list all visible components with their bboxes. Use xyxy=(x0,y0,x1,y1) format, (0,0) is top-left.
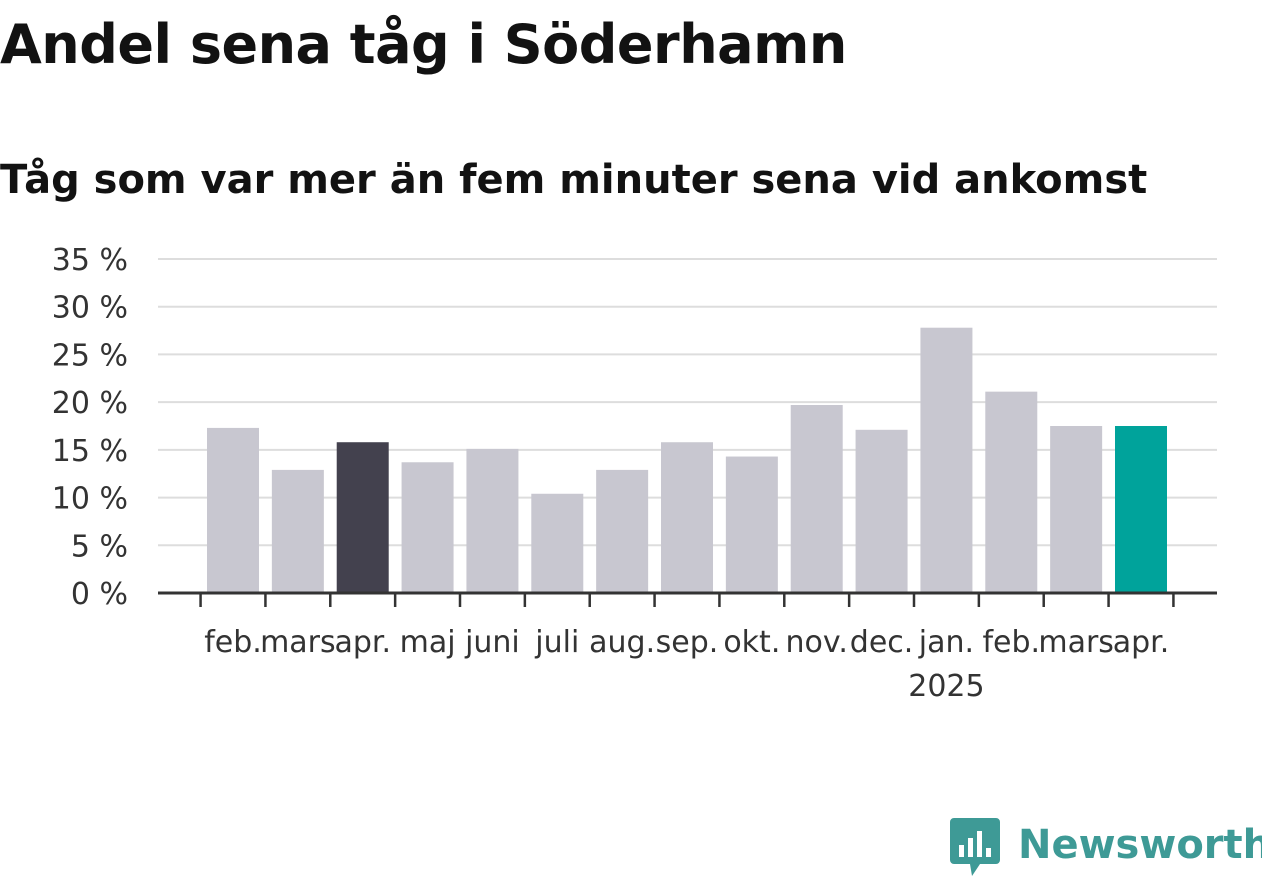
x-axis xyxy=(158,591,1217,607)
x-tick-label: mars xyxy=(1038,625,1114,660)
x-tick-label: juni xyxy=(464,625,520,660)
y-tick-label: 10 % xyxy=(52,482,128,517)
bar xyxy=(271,469,324,593)
bar xyxy=(725,456,778,593)
bar xyxy=(985,391,1038,593)
y-tick-label: 35 % xyxy=(52,243,128,278)
newsworthy-logo-text: Newsworthy xyxy=(1018,822,1262,868)
bar xyxy=(596,469,649,593)
x-year-label: 2025 xyxy=(908,669,984,704)
y-tick-label: 5 % xyxy=(71,529,128,564)
bar xyxy=(336,442,389,593)
y-tick-label: 30 % xyxy=(52,291,128,326)
bar xyxy=(790,405,843,593)
newsworthy-chart-icon xyxy=(950,818,1000,876)
bar xyxy=(661,442,713,593)
y-tick-label: 0 % xyxy=(71,577,128,612)
y-axis-labels: 0 % 5 % 10 % 15 % 20 % 25 % 30 % 35 % xyxy=(52,243,128,612)
x-tick-label: juli xyxy=(534,625,579,660)
x-tick-label: apr. xyxy=(334,625,391,660)
x-tick-label: apr. xyxy=(1113,625,1170,660)
bars xyxy=(207,327,1167,593)
x-tick-label: maj xyxy=(400,625,456,660)
x-tick-label: okt. xyxy=(723,625,780,660)
x-tick-label: feb. xyxy=(982,625,1040,660)
x-tick-label: mars xyxy=(260,625,336,660)
bar xyxy=(531,493,584,593)
x-tick-label: aug. xyxy=(589,625,655,660)
y-tick-label: 15 % xyxy=(52,434,128,469)
chart-subtitle: Tåg som var mer än fem minuter sena vid … xyxy=(0,157,1148,203)
bar xyxy=(207,427,259,593)
y-tick-label: 20 % xyxy=(52,386,128,421)
x-tick-label: jan. xyxy=(918,625,974,660)
x-tick-label: sep. xyxy=(656,625,719,660)
chart-title: Andel sena tåg i Söderhamn xyxy=(0,13,847,76)
x-tick-label: nov. xyxy=(786,625,848,660)
bar xyxy=(855,429,908,593)
bar xyxy=(920,327,973,593)
x-tick-label: dec. xyxy=(850,625,914,660)
bar xyxy=(401,462,454,593)
bar xyxy=(466,448,519,593)
x-tick-label: feb. xyxy=(204,625,262,660)
bar xyxy=(1050,426,1103,593)
y-tick-label: 25 % xyxy=(52,338,128,373)
bar xyxy=(1115,426,1167,593)
